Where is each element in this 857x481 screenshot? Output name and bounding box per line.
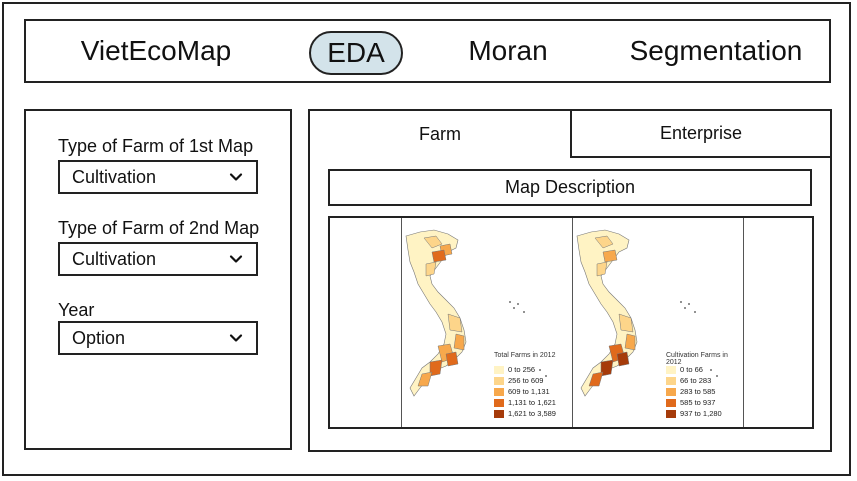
map-description-button[interactable]: Map Description bbox=[328, 169, 812, 206]
legend-label: 1,621 to 3,589 bbox=[508, 409, 556, 418]
legend-swatch bbox=[494, 387, 504, 396]
legend-label: 585 to 937 bbox=[680, 398, 716, 407]
map-total-farms bbox=[405, 229, 547, 397]
map-2-legend-row: 66 to 283 bbox=[666, 376, 711, 385]
legend-swatch bbox=[666, 409, 676, 418]
nav-eda[interactable]: EDA bbox=[309, 31, 403, 75]
legend-swatch bbox=[666, 365, 676, 374]
top-navigation: VietEcoMap EDA Moran Segmentation bbox=[24, 19, 831, 83]
legend-label: 66 to 283 bbox=[680, 376, 712, 385]
nav-segmentation[interactable]: Segmentation bbox=[629, 35, 803, 66]
map-1-legend-row: 1,621 to 3,589 bbox=[494, 409, 556, 418]
year-value: Option bbox=[72, 327, 126, 348]
nav-vietecomap[interactable]: VietEcoMap bbox=[80, 35, 232, 66]
legend-label: 0 to 66 bbox=[680, 365, 703, 374]
legend-label: 283 to 585 bbox=[680, 387, 716, 396]
chevron-down-icon bbox=[229, 173, 243, 181]
legend-swatch bbox=[666, 398, 676, 407]
map-image-area: Total Farms in 2012 0 to 256 256 to 609 … bbox=[401, 218, 744, 427]
map-1-legend-row: 1,131 to 1,621 bbox=[494, 398, 556, 407]
farm-type-1-label: Type of Farm of 1st Map bbox=[58, 136, 254, 156]
map-cultivation-farms bbox=[576, 229, 718, 397]
farm-type-1-value: Cultivation bbox=[72, 166, 157, 187]
map-1-legend-row: 256 to 609 bbox=[494, 376, 543, 385]
map-divider bbox=[572, 218, 573, 427]
chevron-down-icon bbox=[229, 255, 243, 263]
chevron-down-icon bbox=[229, 334, 243, 342]
map-1-legend-row: 609 to 1,131 bbox=[494, 387, 550, 396]
legend-swatch bbox=[666, 387, 676, 396]
legend-label: 937 to 1,280 bbox=[680, 409, 722, 418]
legend-label: 0 to 256 bbox=[508, 365, 536, 374]
map-2-legend-row: 937 to 1,280 bbox=[666, 409, 722, 418]
legend-label: 609 to 1,131 bbox=[508, 387, 550, 396]
map-2-legend-row: 0 to 66 bbox=[666, 365, 703, 374]
map-2-legend-title: Cultivation Farms in 2012 bbox=[666, 352, 728, 366]
map-2-legend-row: 585 to 937 bbox=[666, 398, 715, 407]
map-1-legend-title: Total Farms in 2012 bbox=[494, 352, 556, 359]
year-label: Year bbox=[58, 300, 95, 320]
legend-swatch bbox=[494, 365, 504, 374]
nav-moran[interactable]: Moran bbox=[468, 35, 548, 66]
content-panel: Farm Enterprise Map Description bbox=[308, 109, 832, 452]
farm-type-1-select[interactable]: Cultivation bbox=[58, 160, 258, 194]
legend-swatch bbox=[666, 376, 676, 385]
tab-enterprise[interactable]: Enterprise bbox=[572, 111, 830, 158]
legend-label: 256 to 609 bbox=[508, 376, 544, 385]
legend-swatch bbox=[494, 409, 504, 418]
legend-swatch bbox=[494, 398, 504, 407]
year-select[interactable]: Option bbox=[58, 321, 258, 355]
map-2-legend-row: 283 to 585 bbox=[666, 387, 715, 396]
farm-type-2-value: Cultivation bbox=[72, 248, 157, 269]
farm-type-2-select[interactable]: Cultivation bbox=[58, 242, 258, 276]
legend-label: 1,131 to 1,621 bbox=[508, 398, 556, 407]
legend-swatch bbox=[494, 376, 504, 385]
filter-panel: Type of Farm of 1st Map Cultivation Type… bbox=[24, 109, 292, 450]
map-display: Total Farms in 2012 0 to 256 256 to 609 … bbox=[328, 216, 814, 429]
map-1-legend-row: 0 to 256 bbox=[494, 365, 535, 374]
tab-farm[interactable]: Farm bbox=[310, 111, 572, 158]
farm-type-2-label: Type of Farm of 2nd Map bbox=[58, 218, 260, 238]
